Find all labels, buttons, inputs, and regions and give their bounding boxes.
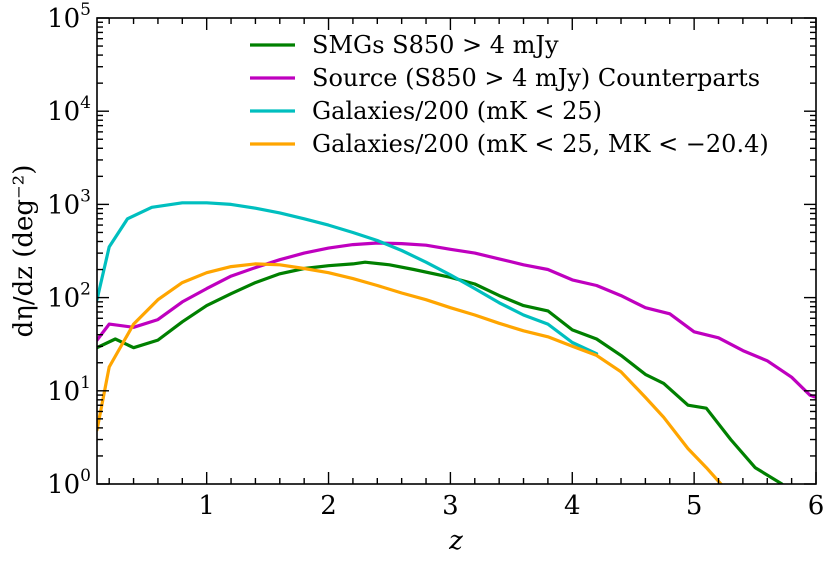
y-tick-label: 100 [47, 466, 91, 500]
series-line-1 [97, 260, 784, 484]
legend-label-1: SMGs S850 > 4 mJy [312, 31, 559, 59]
series-line-4 [97, 262, 723, 484]
tick-labels: 1 2 3 4 5 6 100 101 102 103 104 105 [47, 0, 824, 521]
series-layer [97, 201, 816, 484]
y-tick-label: 102 [47, 280, 91, 314]
legend-label-2: Source (S850 > 4 mJy) Counterparts [312, 64, 760, 92]
x-tick-label: 5 [686, 491, 703, 521]
legend-label-3: Galaxies/200 (mK < 25) [312, 97, 602, 125]
x-tick-label: 1 [198, 491, 215, 521]
legend-label-4: Galaxies/200 (mK < 25, MK < −20.4) [312, 130, 769, 158]
x-axis-label: z [448, 526, 463, 556]
y-tick-label: 105 [47, 0, 91, 34]
series-line-2 [97, 241, 816, 399]
legend: SMGs S850 > 4 mJy Source (S850 > 4 mJy) C… [250, 31, 769, 158]
x-tick-label: 2 [320, 491, 337, 521]
y-tick-label: 103 [47, 186, 91, 220]
x-tick-label: 3 [442, 491, 459, 521]
y-tick-label: 104 [47, 93, 91, 127]
y-tick-label: 101 [47, 373, 91, 407]
series-line-3 [97, 201, 599, 356]
plot-frame [96, 17, 817, 485]
y-axis-label: dη/dz (deg⁻²) [9, 165, 39, 338]
ticks-layer [97, 17, 817, 485]
x-tick-label: 6 [808, 491, 825, 521]
x-tick-label: 4 [564, 491, 581, 521]
